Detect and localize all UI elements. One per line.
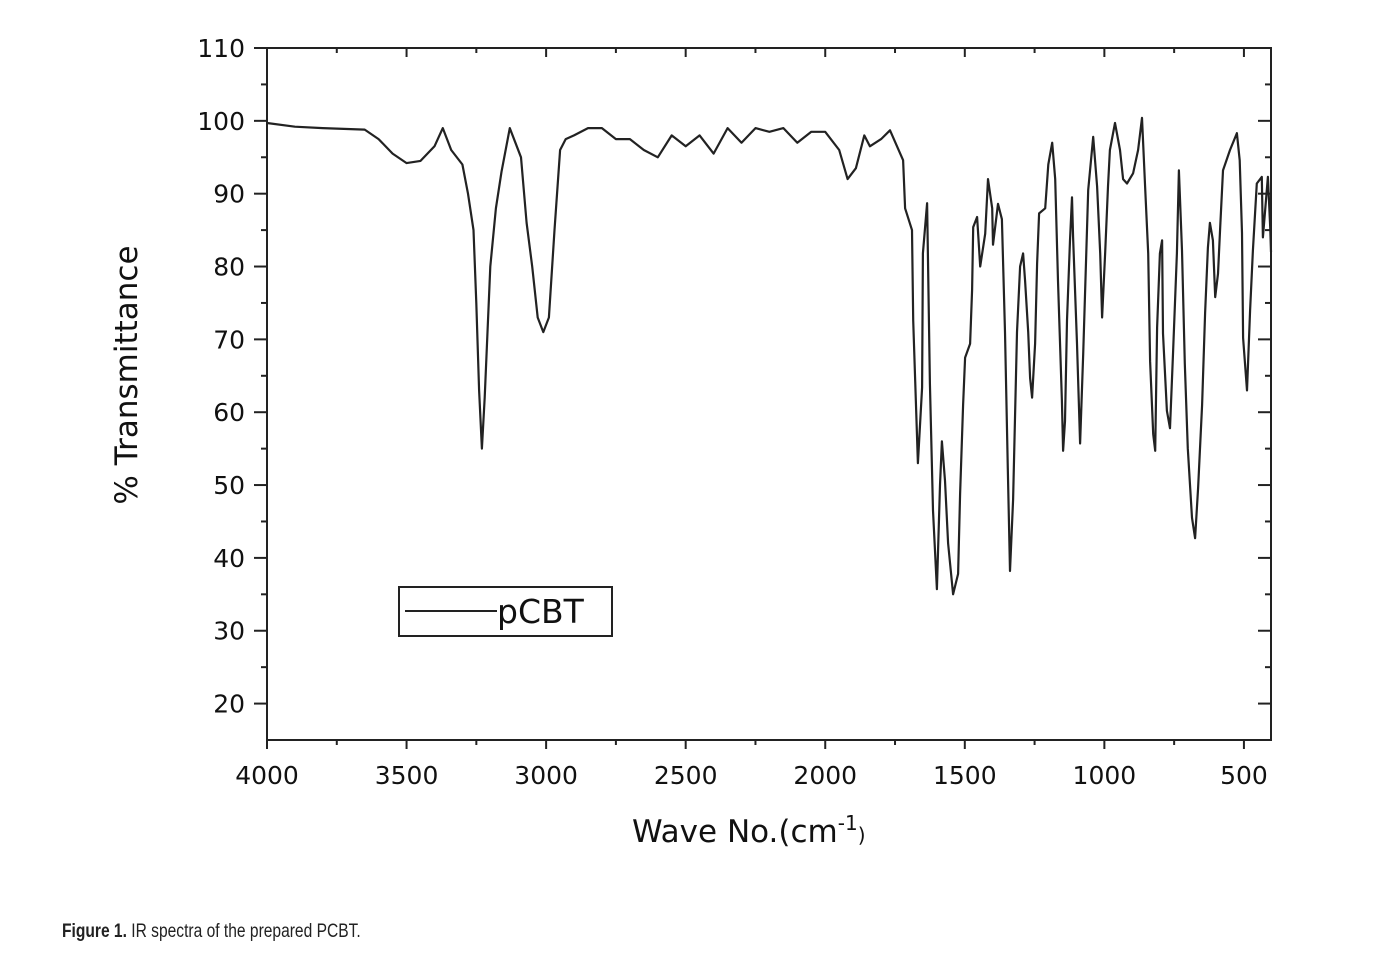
legend: pCBT — [398, 586, 613, 637]
y-tick-label: 60 — [213, 398, 245, 427]
ir-spectrum-chart: 4000 3500 3000 2500 2000 1500 1000 500 20 30 40 50 6… — [109, 34, 1273, 850]
x-tick-label: 3500 — [375, 761, 439, 790]
y-tick-label: 80 — [213, 253, 245, 282]
y-tick-label: 30 — [213, 617, 245, 646]
x-axis-title: Wave No.(cm-1) — [632, 811, 866, 850]
x-tick-label: 2000 — [793, 761, 857, 790]
legend-label: pCBT — [497, 592, 585, 631]
x-tick-label: 2500 — [654, 761, 718, 790]
y-tick-label: 110 — [197, 34, 245, 63]
y-tick-label: 90 — [213, 180, 245, 209]
y-tick-label: 70 — [213, 325, 245, 354]
x-tick-label: 1000 — [1073, 761, 1137, 790]
y-axis-title: % Transmittance — [109, 245, 145, 504]
y-tick-label: 40 — [213, 544, 245, 573]
x-axis-title-sup: -1 — [838, 811, 858, 835]
x-tick-label: 500 — [1220, 761, 1268, 790]
x-tick-label: 1500 — [933, 761, 997, 790]
y-tick-label: 20 — [213, 690, 245, 719]
x-axis-title-main: Wave No.(cm — [632, 814, 838, 850]
y-tick-label: 50 — [213, 471, 245, 500]
figure-caption: Figure 1. IR spectra of the prepared PCB… — [62, 921, 361, 943]
series-line-pcbt — [266, 116, 1273, 596]
y-tick-label: 100 — [197, 107, 245, 136]
caption-text: IR spectra of the prepared PCBT. — [126, 921, 361, 942]
axis-ticks — [254, 47, 1271, 749]
x-axis-title-close: ) — [858, 823, 866, 847]
plot-frame — [266, 47, 1272, 741]
x-tick-label: 3000 — [514, 761, 578, 790]
caption-label: Figure 1. — [62, 921, 127, 942]
x-tick-label: 4000 — [235, 761, 299, 790]
axis-tick-labels: 4000 3500 3000 2500 2000 1500 1000 500 20 30 40 50 6… — [197, 34, 1268, 790]
